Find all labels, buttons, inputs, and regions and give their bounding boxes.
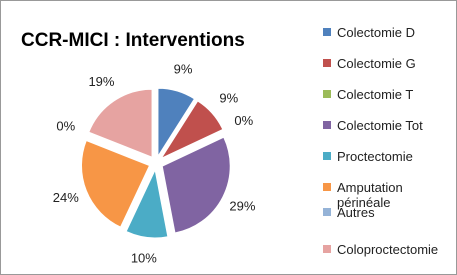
legend-label: Autres [337,205,375,220]
legend-item: Colectomie D [323,25,451,40]
pie-slice [162,130,225,161]
slice-label: 9% [219,90,238,105]
legend-label: Colectomie Tot [337,118,423,133]
legend-item: Colectomie T [323,87,451,102]
legend-item: Proctectomie [323,149,451,164]
legend-label: Colectomie D [337,25,416,40]
pie-slice [125,168,169,239]
pie-slice [161,136,231,234]
legend-item: Coloproctectomie [323,242,451,257]
legend-label: Proctectomie [337,149,413,164]
legend-swatch [323,121,331,129]
legend-item: Colectomie G [323,56,451,71]
legend-label: Amputation périnéale [337,180,403,210]
legend-item: Colectomie Tot [323,118,451,133]
legend-swatch [323,28,331,36]
pie-slice [81,139,151,228]
pie-slice [86,134,150,161]
legend-swatch [323,59,331,67]
legend-label: Coloproctectomie [337,242,439,257]
legend-label: Colectomie G [337,56,416,71]
slice-label: 0% [234,113,253,128]
slice-label: 9% [174,61,193,76]
slice-label: 19% [88,74,114,89]
pie-slice [159,100,224,160]
slice-label: 0% [56,119,75,134]
slice-label: 29% [229,198,255,213]
legend-item: Amputation périnéale [323,180,451,210]
slice-label: 10% [131,251,157,266]
legend-label: Colectomie T [337,87,414,102]
legend-swatch [323,208,331,216]
legend-item: Autres [323,205,451,220]
legend-swatch [323,152,331,160]
pie-slice [157,87,196,158]
chart-title: CCR-MICI : Interventions [21,30,245,51]
pie-slice [88,88,153,158]
slice-label: 24% [53,190,79,205]
legend-swatch [323,245,331,253]
legend-swatch [323,183,331,191]
legend-swatch [323,90,331,98]
